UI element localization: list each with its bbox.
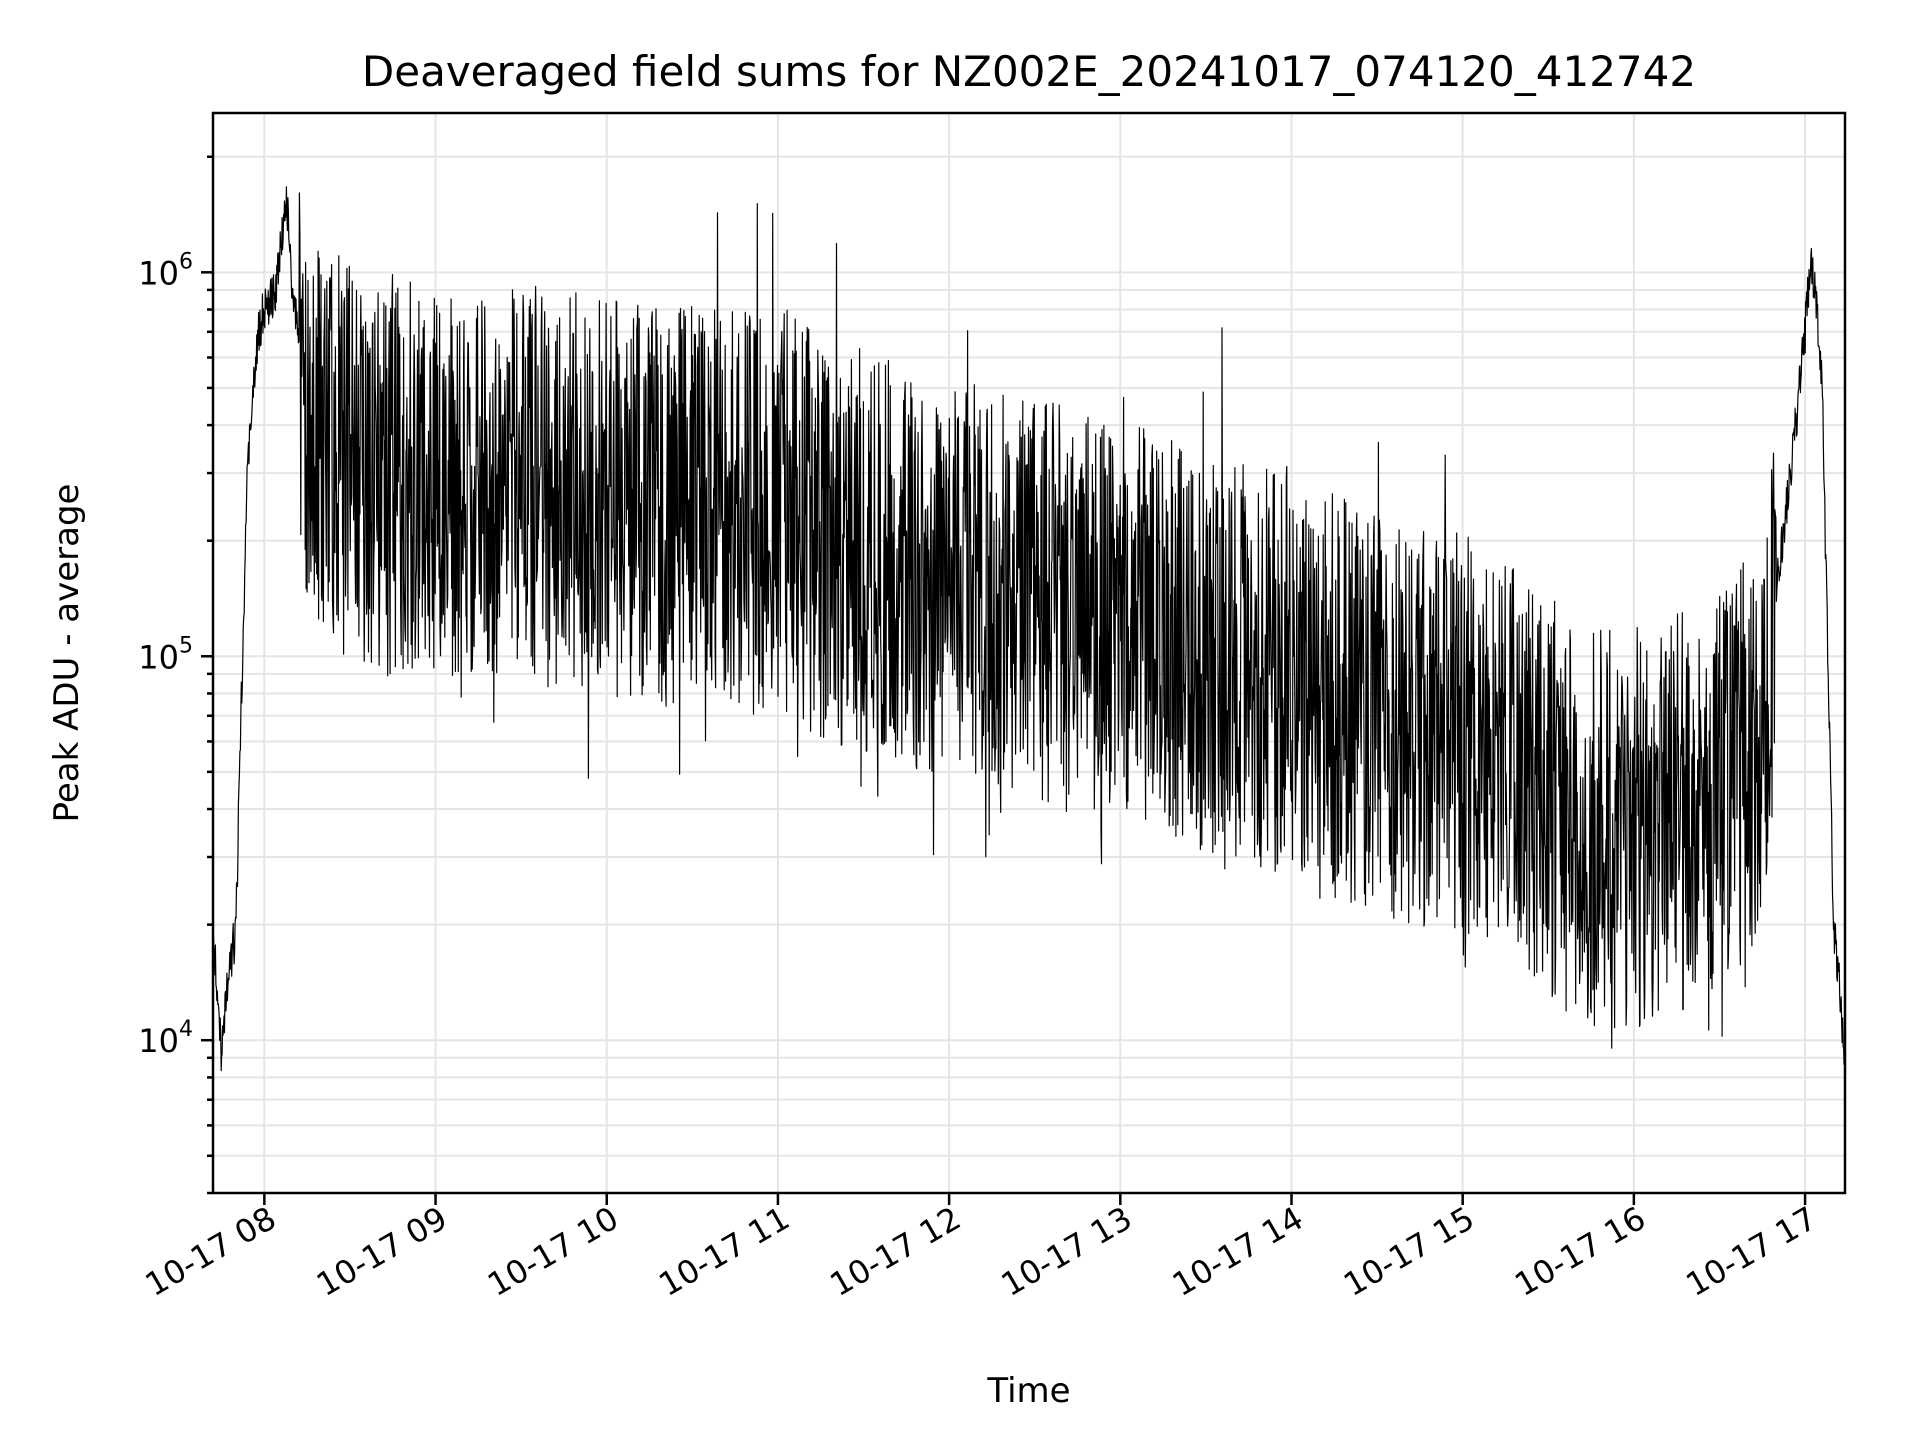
plot-frame (211, 111, 1847, 1195)
y-axis-label: Peak ADU - average (47, 484, 87, 823)
y-tick-label: 106 (138, 249, 193, 292)
y-tick-label: 104 (138, 1017, 193, 1060)
series-layer (212, 186, 1846, 1072)
chart-title: Deaveraged field sums for NZ002E_2024101… (362, 47, 1696, 96)
x-axis-label: Time (986, 1371, 1070, 1411)
y-tick-label: 105 (138, 633, 193, 676)
series-line (212, 186, 1846, 1072)
